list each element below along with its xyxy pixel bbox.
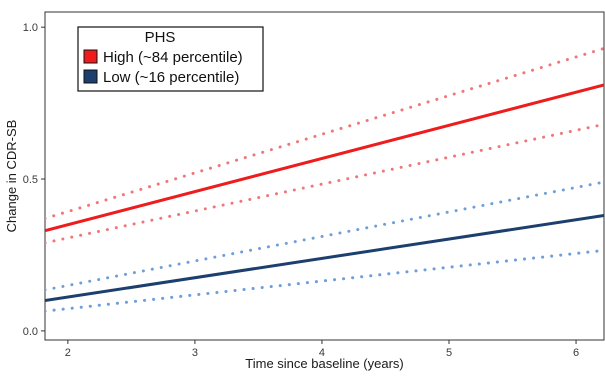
legend: PHS High (~84 percentile) Low (~16 percen…	[77, 26, 264, 92]
ci-line-low-16-percentile-upper-bound	[45, 180, 604, 292]
legend-swatch	[83, 69, 98, 84]
legend-title: PHS	[145, 29, 176, 46]
x-axis-title: Time since baseline (years)	[245, 356, 403, 371]
series-layer	[45, 46, 604, 313]
ci-line-high-84-percentile-upper-bound	[45, 46, 604, 221]
ci-line-low-16-percentile-lower-bound	[45, 248, 604, 313]
legend-label: High (~84 percentile)	[103, 49, 243, 66]
legend-items: High (~84 percentile) Low (~16 percentile…	[83, 49, 243, 86]
y-tick-label: 0.5	[23, 174, 38, 186]
y-axis-title: Change in CDR-SB	[4, 120, 19, 233]
y-tick-label: 0.0	[23, 326, 38, 338]
legend-label: Low (~16 percentile)	[103, 69, 239, 86]
series-line-low-16-percentile	[45, 213, 604, 303]
x-tick-label: 3	[192, 347, 198, 359]
legend-box	[77, 26, 264, 92]
y-axis-ticks: 0.0 0.5 1.0	[23, 22, 45, 338]
x-tick-label: 6	[573, 347, 579, 359]
x-axis-ticks: 2 3 4 5 6	[65, 340, 579, 359]
y-tick-label: 1.0	[23, 22, 38, 34]
x-tick-label: 4	[319, 347, 325, 359]
x-tick-label: 5	[446, 347, 452, 359]
legend-swatch	[83, 49, 98, 64]
x-tick-label: 2	[65, 347, 71, 359]
series-line-high-84-percentile	[45, 83, 604, 233]
